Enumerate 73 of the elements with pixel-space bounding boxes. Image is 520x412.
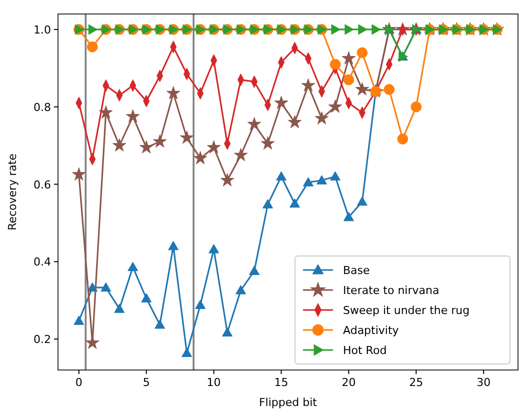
y-tick-label: 0.6 xyxy=(34,178,51,192)
point xyxy=(384,84,395,95)
point xyxy=(88,24,98,35)
point xyxy=(355,82,370,96)
y-tick-label: 0.2 xyxy=(34,333,51,346)
point xyxy=(289,198,300,208)
point xyxy=(344,24,354,35)
point xyxy=(343,212,354,222)
y-axis-title: Recovery rate xyxy=(6,153,19,230)
point xyxy=(182,348,192,357)
point xyxy=(128,262,138,272)
point xyxy=(276,171,287,181)
point xyxy=(220,173,234,186)
point xyxy=(126,109,140,122)
point xyxy=(98,105,113,119)
point xyxy=(208,244,220,254)
x-tick-label: 25 xyxy=(409,376,424,389)
point xyxy=(288,115,302,128)
x-tick-label: 15 xyxy=(274,376,288,389)
point xyxy=(302,177,314,186)
point xyxy=(372,24,381,35)
point xyxy=(139,140,154,154)
point xyxy=(331,24,340,35)
point xyxy=(100,282,112,292)
point xyxy=(195,300,206,309)
point xyxy=(74,316,84,325)
x-tick-label: 5 xyxy=(142,376,150,389)
point xyxy=(72,167,86,180)
point xyxy=(86,41,98,52)
point xyxy=(410,101,422,112)
point xyxy=(141,293,152,302)
point xyxy=(301,78,316,92)
point xyxy=(247,117,262,130)
point xyxy=(397,134,408,144)
y-tick-label: 1.0 xyxy=(34,23,51,36)
point xyxy=(356,47,368,58)
point xyxy=(343,74,354,86)
point xyxy=(330,58,341,70)
point xyxy=(342,51,356,64)
point xyxy=(234,148,248,162)
x-tick-label: 10 xyxy=(206,376,221,389)
point xyxy=(274,96,288,109)
point xyxy=(222,327,233,336)
x-tick-label: 20 xyxy=(342,376,356,389)
legend-label: Base xyxy=(343,264,370,277)
legend-label: Hot Rod xyxy=(343,344,387,357)
point xyxy=(166,86,180,100)
point xyxy=(358,24,368,35)
point xyxy=(180,130,194,144)
point xyxy=(314,111,329,124)
point xyxy=(152,134,167,148)
point xyxy=(356,196,368,206)
point xyxy=(249,266,260,275)
point xyxy=(236,285,246,294)
point xyxy=(316,175,327,184)
point xyxy=(114,304,125,313)
y-tick-label: 0.4 xyxy=(34,256,51,269)
x-axis-title: Flipped bit xyxy=(258,396,318,409)
point xyxy=(206,140,221,154)
point xyxy=(168,240,179,250)
point xyxy=(328,100,342,113)
point xyxy=(330,171,340,181)
y-tick-label: 0.8 xyxy=(34,100,51,114)
legend-label: Iterate to nirvana xyxy=(343,284,440,297)
x-tick-label: 0 xyxy=(75,376,82,389)
x-tick-label: 30 xyxy=(476,376,491,389)
point xyxy=(112,138,126,152)
point xyxy=(154,319,166,329)
legend-label: Sweep it under the rug xyxy=(343,304,470,317)
point xyxy=(193,151,208,164)
legend-label: Adaptivity xyxy=(343,324,400,337)
point xyxy=(260,136,275,150)
point xyxy=(262,199,274,208)
